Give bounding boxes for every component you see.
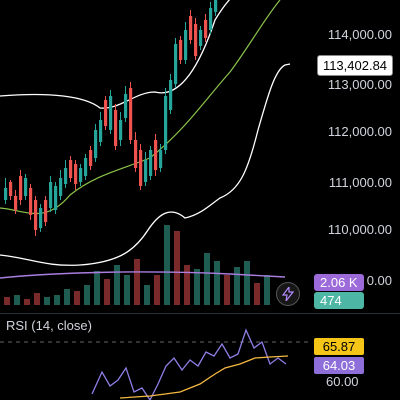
volume-bar (144, 285, 150, 305)
volume-bar (4, 297, 10, 305)
candle (199, 30, 203, 46)
candle (149, 150, 153, 176)
candle (169, 80, 173, 110)
rsi-upper-badge: 65.87 (314, 338, 364, 355)
price-tick: 110,000.00 (327, 222, 392, 237)
volume-bar (194, 269, 200, 305)
candle (124, 94, 128, 118)
candle (129, 88, 133, 140)
lightning-icon (282, 287, 294, 301)
candle (139, 150, 143, 186)
volume-bar (224, 275, 230, 305)
candle (119, 120, 123, 140)
volume-bar (174, 231, 180, 305)
volume-bar (184, 265, 190, 305)
candle (154, 140, 158, 170)
chart-canvas[interactable] (0, 0, 400, 314)
volume-bar (204, 253, 210, 305)
indicator-button[interactable] (276, 282, 300, 306)
price-tick: 112,000.00 (327, 124, 392, 139)
volume-bar (94, 271, 100, 305)
candle (14, 196, 18, 210)
candle (194, 24, 198, 56)
candle (49, 182, 53, 208)
rsi-line (91, 328, 287, 400)
candle (114, 110, 118, 146)
candle (214, 0, 218, 12)
current-price-badge: 113,402.84 (317, 55, 393, 76)
price-tick: 111,000.00 (328, 175, 392, 190)
volume-bar (44, 297, 50, 305)
pane-divider[interactable] (0, 313, 400, 314)
candle (99, 120, 103, 142)
price-tick: 114,000.00 (327, 27, 392, 42)
volume-bar (114, 265, 120, 305)
volume-bar (24, 299, 30, 305)
rsi-value-badge: 64.03 (314, 357, 364, 374)
volume-bar (64, 289, 70, 305)
candle (69, 160, 73, 178)
volume-bar (134, 259, 140, 305)
candle (44, 200, 48, 222)
candle (79, 168, 83, 182)
candle (34, 200, 38, 230)
volume-badge: 2.06 K (314, 274, 364, 291)
rsi-ma-line (119, 355, 289, 399)
volume-bar (154, 275, 160, 305)
volume-bar (104, 279, 110, 305)
volume-ma-line (0, 271, 286, 279)
candle (209, 8, 213, 30)
volume-ma-badge: 474 (314, 292, 364, 309)
volume-bar (74, 291, 80, 305)
volume-bar (14, 295, 20, 305)
bollinger-lower-band (0, 63, 291, 266)
candle (174, 44, 178, 84)
rsi-axis-label: 60.00 (326, 374, 359, 389)
candle (89, 150, 93, 166)
candle (84, 158, 88, 176)
price-tick-partial: 0.00 (366, 273, 392, 288)
volume-bar (54, 295, 60, 305)
price-tick: 113,000.00 (327, 77, 392, 92)
candle (144, 160, 148, 182)
candle (159, 150, 163, 168)
candle (104, 100, 108, 126)
bollinger-upper-band (0, 0, 231, 109)
rsi-canvas (0, 328, 310, 400)
candle (109, 96, 113, 130)
candle (29, 188, 33, 215)
candle (9, 182, 13, 196)
price-chart[interactable]: 114,000.00 113,402.84 113,000.00 112,000… (0, 0, 400, 314)
candle (134, 140, 138, 168)
candle (19, 176, 23, 200)
volume-bar (124, 275, 130, 305)
rsi-pane[interactable]: RSI (14, close) 65.87 64.03 60.00 (0, 314, 400, 400)
candle (204, 20, 208, 38)
volume-bar (234, 267, 240, 305)
volume-bar (264, 275, 270, 305)
candle (24, 178, 28, 196)
candle (74, 164, 78, 184)
candle (184, 30, 188, 60)
candle (164, 96, 168, 150)
candle (189, 16, 193, 40)
candle (179, 40, 183, 60)
volume-bar (34, 293, 40, 305)
volume-bar (214, 261, 220, 305)
candle (59, 178, 63, 196)
volume-bar (244, 261, 250, 305)
candle (94, 130, 98, 158)
rsi-title[interactable]: RSI (14, close) (6, 318, 92, 333)
volume-bar (164, 225, 170, 305)
candle (4, 188, 8, 200)
candle (54, 186, 58, 210)
volume-bar (254, 283, 260, 305)
candle (39, 208, 43, 228)
volume-bar (84, 285, 90, 305)
candle (64, 168, 68, 184)
